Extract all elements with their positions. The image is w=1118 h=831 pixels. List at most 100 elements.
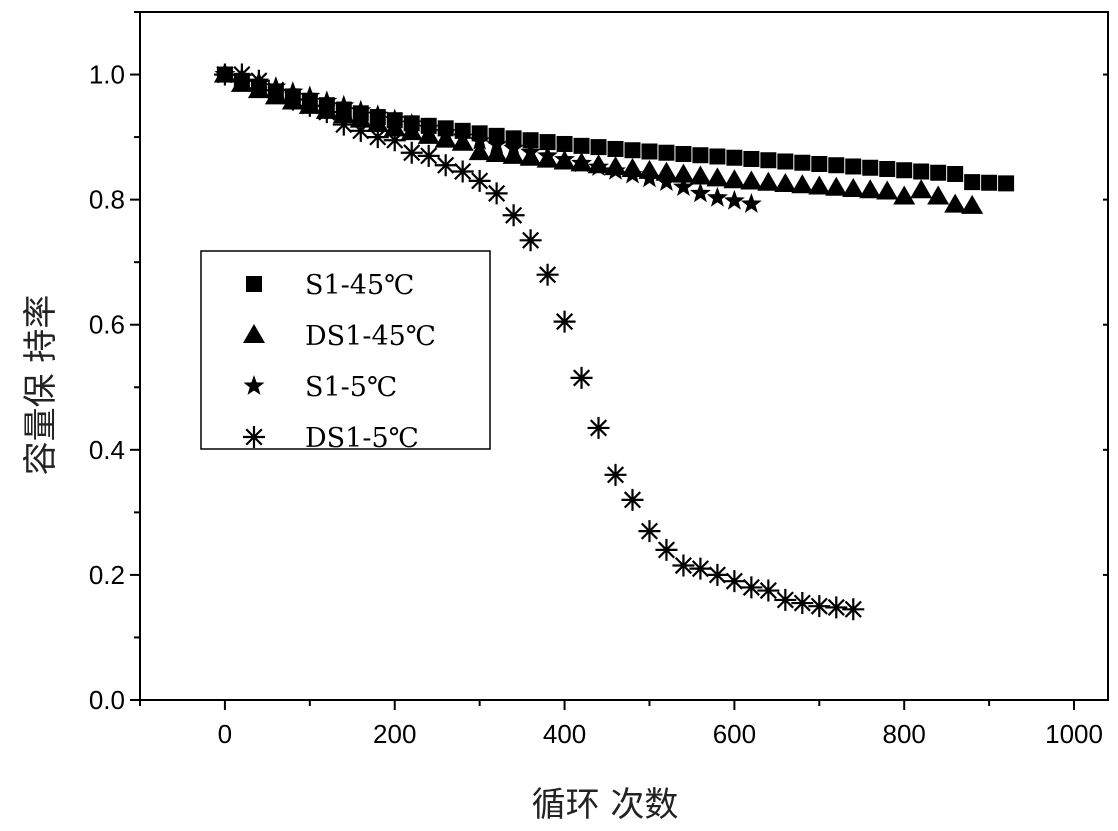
legend: S1-45℃ DS1-45℃ S1-5℃ DS1-5℃ [200, 250, 491, 454]
data-point-triangle [774, 173, 797, 192]
data-point-star [486, 133, 508, 154]
data-point-asterisk [519, 229, 542, 252]
data-point-star [571, 152, 592, 173]
data-point-square [964, 174, 981, 191]
data-point-square [743, 150, 760, 167]
data-point-square [811, 155, 828, 172]
data-point-star [554, 148, 575, 169]
data-point-square [794, 154, 811, 171]
data-point-square [590, 139, 607, 156]
data-point-star [367, 104, 389, 125]
data-point-asterisk [842, 598, 865, 621]
data-point-square [675, 145, 692, 162]
data-point-square [913, 163, 930, 180]
y-tick-label: 1.0 [89, 60, 125, 90]
data-point-square [658, 144, 675, 161]
data-point-square [930, 164, 947, 181]
plot-frame [139, 11, 1109, 701]
data-point-asterisk [349, 119, 372, 142]
y-tick-label: 0.4 [89, 435, 125, 465]
data-point-triangle [944, 193, 967, 213]
data-point-star [605, 159, 626, 180]
x-tick-label: 600 [713, 719, 756, 749]
x-tick-label: 1000 [1045, 719, 1103, 749]
data-point-star [622, 163, 643, 184]
data-point-triangle [961, 194, 984, 214]
data-point-triangle [825, 176, 848, 196]
data-point-asterisk [264, 79, 287, 102]
data-point-asterisk [570, 366, 593, 389]
data-point-square [862, 159, 879, 176]
data-point-asterisk [723, 570, 746, 593]
data-point-triangle [502, 144, 525, 164]
data-point-square [879, 160, 896, 177]
data-point-star [706, 186, 728, 207]
data-point-asterisk [400, 141, 423, 164]
data-point-asterisk [213, 63, 236, 86]
data-point-asterisk [638, 520, 661, 543]
data-point-asterisk [655, 538, 678, 561]
data-point-triangle [400, 121, 423, 141]
data-point-triangle [791, 174, 814, 194]
data-point-square [998, 175, 1015, 192]
data-point-square [539, 134, 556, 151]
legend-label: S1-45℃ [305, 270, 414, 301]
data-point-star [384, 108, 406, 129]
data-point-square [556, 135, 573, 152]
data-point-triangle [468, 141, 491, 161]
data-point-triangle [927, 185, 950, 205]
legend-triangle-icon [243, 324, 265, 343]
data-point-star [639, 167, 660, 188]
data-point-asterisk [281, 88, 304, 111]
data-point-asterisk [774, 588, 797, 611]
data-point-asterisk [604, 463, 627, 486]
series-asterisk [213, 63, 865, 621]
data-point-triangle [366, 112, 389, 132]
data-point-square [947, 165, 964, 182]
data-point-star [520, 141, 542, 161]
data-point-square [573, 137, 590, 154]
data-point-square [726, 149, 743, 166]
data-point-square [845, 158, 862, 175]
x-tick-label: 800 [883, 719, 926, 749]
data-point-triangle [434, 128, 457, 148]
data-point-asterisk [689, 557, 712, 580]
data-point-asterisk [247, 69, 270, 92]
data-point-star [350, 99, 372, 120]
data-point-asterisk [536, 263, 559, 286]
data-point-triangle [485, 142, 508, 162]
legend-label: DS1-5℃ [305, 423, 419, 454]
data-point-triangle [689, 165, 712, 185]
data-point-asterisk [315, 101, 338, 124]
data-point-square [709, 148, 726, 165]
data-point-triangle [740, 170, 763, 190]
data-point-asterisk [434, 154, 457, 177]
data-point-square [981, 174, 998, 191]
legend-square-icon [246, 276, 262, 292]
data-point-asterisk [740, 576, 763, 599]
data-marks [213, 63, 1015, 621]
data-point-star [740, 193, 762, 213]
x-tick-label: 0 [218, 719, 232, 749]
data-point-star [316, 90, 338, 111]
data-point-star [673, 176, 694, 196]
data-point-asterisk [230, 63, 253, 86]
data-point-star [452, 126, 474, 146]
data-point-star [690, 182, 711, 203]
data-point-star [333, 94, 355, 115]
data-point-triangle [349, 108, 372, 128]
data-point-asterisk [332, 113, 355, 136]
data-point-triangle [876, 180, 899, 200]
data-point-asterisk [757, 579, 780, 602]
data-point-asterisk [298, 94, 321, 117]
data-point-triangle [417, 124, 440, 144]
data-point-square [828, 157, 845, 174]
data-point-asterisk [621, 488, 644, 511]
y-tick-label: 0.6 [89, 310, 125, 340]
data-point-asterisk [706, 563, 729, 586]
data-point-square [896, 162, 913, 179]
y-tick-label: 0.0 [89, 685, 125, 715]
legend-label: DS1-45℃ [305, 321, 436, 352]
data-point-star [401, 113, 423, 133]
